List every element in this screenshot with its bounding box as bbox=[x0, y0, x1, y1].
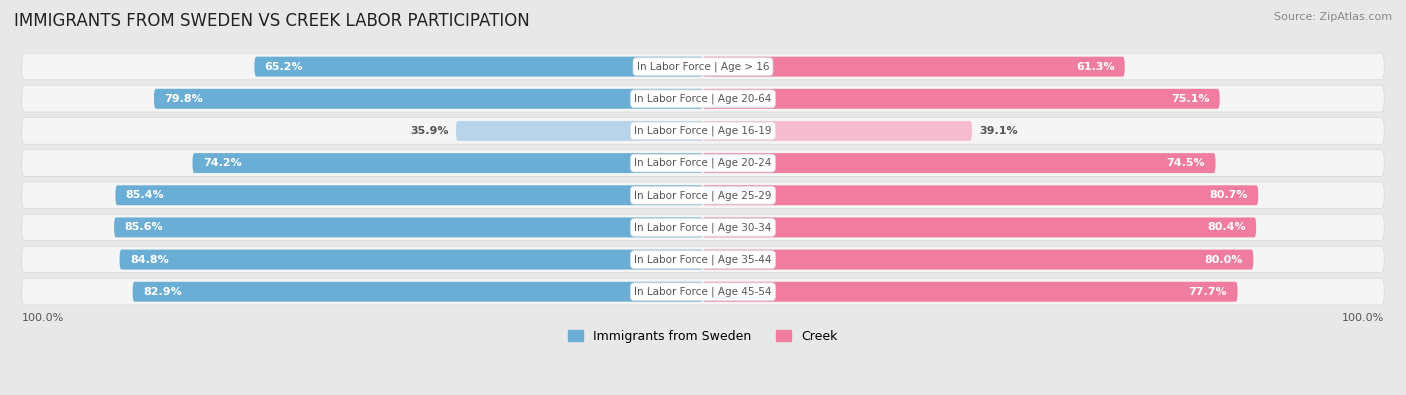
Text: 100.0%: 100.0% bbox=[22, 312, 65, 323]
Text: In Labor Force | Age 16-19: In Labor Force | Age 16-19 bbox=[634, 126, 772, 136]
FancyBboxPatch shape bbox=[22, 246, 1384, 273]
Text: Source: ZipAtlas.com: Source: ZipAtlas.com bbox=[1274, 12, 1392, 22]
Text: In Labor Force | Age > 16: In Labor Force | Age > 16 bbox=[637, 61, 769, 72]
Text: 85.4%: 85.4% bbox=[125, 190, 165, 200]
FancyBboxPatch shape bbox=[22, 86, 1384, 112]
FancyBboxPatch shape bbox=[115, 185, 703, 205]
FancyBboxPatch shape bbox=[22, 214, 1384, 241]
Text: 84.8%: 84.8% bbox=[129, 254, 169, 265]
Text: 39.1%: 39.1% bbox=[979, 126, 1018, 136]
FancyBboxPatch shape bbox=[703, 56, 1125, 77]
Text: 77.7%: 77.7% bbox=[1188, 287, 1227, 297]
FancyBboxPatch shape bbox=[703, 217, 1256, 237]
Text: In Labor Force | Age 30-34: In Labor Force | Age 30-34 bbox=[634, 222, 772, 233]
Text: 35.9%: 35.9% bbox=[411, 126, 449, 136]
Text: In Labor Force | Age 25-29: In Labor Force | Age 25-29 bbox=[634, 190, 772, 201]
FancyBboxPatch shape bbox=[703, 153, 1216, 173]
Text: 100.0%: 100.0% bbox=[1341, 312, 1384, 323]
Text: In Labor Force | Age 20-64: In Labor Force | Age 20-64 bbox=[634, 94, 772, 104]
Text: 80.4%: 80.4% bbox=[1208, 222, 1246, 232]
FancyBboxPatch shape bbox=[22, 53, 1384, 80]
Text: IMMIGRANTS FROM SWEDEN VS CREEK LABOR PARTICIPATION: IMMIGRANTS FROM SWEDEN VS CREEK LABOR PA… bbox=[14, 12, 530, 30]
FancyBboxPatch shape bbox=[114, 217, 703, 237]
Text: 65.2%: 65.2% bbox=[264, 62, 304, 71]
Text: 74.5%: 74.5% bbox=[1167, 158, 1205, 168]
FancyBboxPatch shape bbox=[703, 89, 1219, 109]
Text: 79.8%: 79.8% bbox=[165, 94, 202, 104]
Text: In Labor Force | Age 45-54: In Labor Force | Age 45-54 bbox=[634, 286, 772, 297]
FancyBboxPatch shape bbox=[132, 282, 703, 302]
FancyBboxPatch shape bbox=[22, 118, 1384, 144]
FancyBboxPatch shape bbox=[703, 185, 1258, 205]
Text: 85.6%: 85.6% bbox=[124, 222, 163, 232]
FancyBboxPatch shape bbox=[193, 153, 703, 173]
FancyBboxPatch shape bbox=[703, 121, 972, 141]
Text: 82.9%: 82.9% bbox=[143, 287, 181, 297]
Text: 75.1%: 75.1% bbox=[1171, 94, 1209, 104]
Text: 74.2%: 74.2% bbox=[202, 158, 242, 168]
FancyBboxPatch shape bbox=[254, 56, 703, 77]
FancyBboxPatch shape bbox=[22, 150, 1384, 176]
Text: In Labor Force | Age 35-44: In Labor Force | Age 35-44 bbox=[634, 254, 772, 265]
FancyBboxPatch shape bbox=[155, 89, 703, 109]
Text: 61.3%: 61.3% bbox=[1076, 62, 1115, 71]
Text: 80.7%: 80.7% bbox=[1209, 190, 1249, 200]
FancyBboxPatch shape bbox=[120, 250, 703, 269]
FancyBboxPatch shape bbox=[22, 278, 1384, 305]
Legend: Immigrants from Sweden, Creek: Immigrants from Sweden, Creek bbox=[564, 325, 842, 348]
Text: In Labor Force | Age 20-24: In Labor Force | Age 20-24 bbox=[634, 158, 772, 168]
FancyBboxPatch shape bbox=[456, 121, 703, 141]
FancyBboxPatch shape bbox=[703, 282, 1237, 302]
FancyBboxPatch shape bbox=[22, 182, 1384, 209]
Text: 80.0%: 80.0% bbox=[1205, 254, 1243, 265]
FancyBboxPatch shape bbox=[703, 250, 1253, 269]
